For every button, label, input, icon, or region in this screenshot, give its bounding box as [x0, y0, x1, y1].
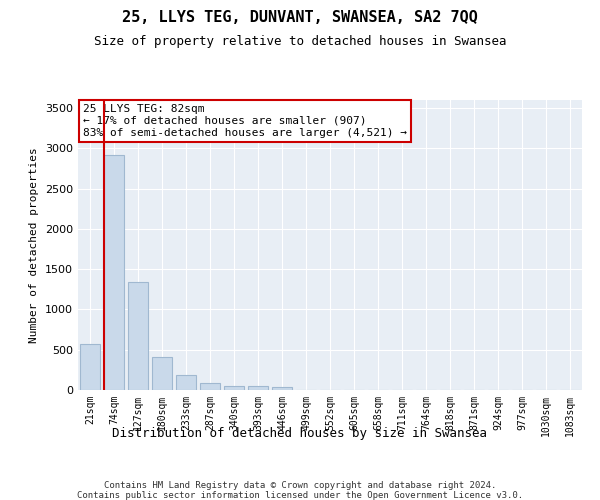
Bar: [176, 375, 196, 390]
Bar: [200, 383, 220, 390]
Y-axis label: Number of detached properties: Number of detached properties: [29, 147, 40, 343]
Bar: [80, 344, 100, 390]
Bar: [224, 386, 244, 390]
Text: 25, LLYS TEG, DUNVANT, SWANSEA, SA2 7QQ: 25, LLYS TEG, DUNVANT, SWANSEA, SA2 7QQ: [122, 10, 478, 25]
Text: Size of property relative to detached houses in Swansea: Size of property relative to detached ho…: [94, 35, 506, 48]
Text: Contains HM Land Registry data © Crown copyright and database right 2024.
Contai: Contains HM Land Registry data © Crown c…: [77, 480, 523, 500]
Text: 25 LLYS TEG: 82sqm
← 17% of detached houses are smaller (907)
83% of semi-detach: 25 LLYS TEG: 82sqm ← 17% of detached hou…: [83, 104, 407, 138]
Text: Distribution of detached houses by size in Swansea: Distribution of detached houses by size …: [113, 428, 487, 440]
Bar: [128, 282, 148, 390]
Bar: [272, 387, 292, 390]
Bar: [152, 356, 172, 390]
Bar: [248, 386, 268, 390]
Bar: [104, 155, 124, 390]
